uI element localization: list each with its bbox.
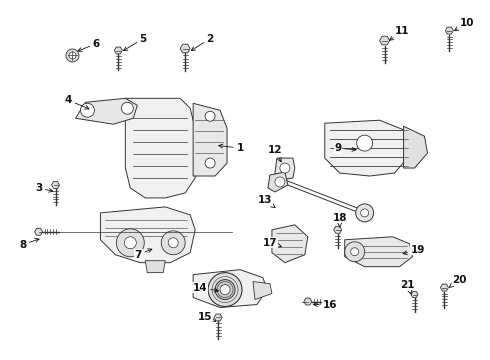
Text: 13: 13: [258, 195, 275, 208]
Polygon shape: [380, 36, 390, 45]
Text: 11: 11: [390, 26, 410, 40]
Text: 14: 14: [193, 283, 219, 293]
Text: 3: 3: [35, 183, 53, 193]
Circle shape: [220, 285, 230, 294]
Polygon shape: [404, 126, 427, 168]
Polygon shape: [125, 98, 195, 198]
Circle shape: [356, 204, 374, 222]
Circle shape: [168, 238, 178, 248]
Circle shape: [351, 248, 359, 256]
Circle shape: [124, 237, 136, 249]
Polygon shape: [35, 228, 43, 235]
Text: 1: 1: [219, 143, 244, 153]
Polygon shape: [325, 120, 408, 176]
Text: 6: 6: [78, 39, 100, 51]
Text: 9: 9: [334, 143, 356, 153]
Text: 2: 2: [191, 33, 214, 50]
Text: 17: 17: [263, 238, 281, 248]
Polygon shape: [275, 158, 295, 180]
Polygon shape: [51, 181, 59, 188]
Circle shape: [205, 111, 215, 121]
Text: 12: 12: [268, 145, 282, 162]
Circle shape: [280, 163, 290, 173]
Circle shape: [122, 102, 133, 114]
Text: 7: 7: [135, 249, 152, 260]
Circle shape: [66, 49, 79, 62]
Text: 21: 21: [400, 280, 415, 294]
Circle shape: [361, 209, 368, 217]
Circle shape: [208, 273, 242, 306]
Text: 8: 8: [19, 238, 39, 250]
Text: 4: 4: [65, 95, 89, 109]
Circle shape: [205, 158, 215, 168]
Polygon shape: [272, 225, 308, 263]
Circle shape: [161, 231, 185, 255]
Polygon shape: [441, 284, 448, 291]
Polygon shape: [268, 172, 288, 192]
Text: 19: 19: [403, 245, 425, 255]
Circle shape: [116, 229, 144, 257]
Circle shape: [69, 52, 76, 59]
Polygon shape: [253, 282, 272, 300]
Text: 15: 15: [198, 312, 216, 323]
Polygon shape: [334, 226, 342, 233]
Text: 18: 18: [333, 213, 347, 227]
Text: 16: 16: [314, 300, 337, 310]
Polygon shape: [214, 314, 222, 321]
Polygon shape: [114, 47, 122, 54]
Text: 20: 20: [449, 275, 466, 287]
Polygon shape: [100, 207, 195, 263]
Circle shape: [215, 280, 235, 300]
Circle shape: [345, 242, 365, 262]
Polygon shape: [180, 44, 190, 53]
Circle shape: [357, 135, 372, 151]
Polygon shape: [193, 270, 267, 307]
Polygon shape: [193, 103, 227, 176]
Text: 5: 5: [123, 33, 147, 50]
Text: 10: 10: [455, 18, 475, 31]
Polygon shape: [345, 237, 413, 267]
Polygon shape: [145, 261, 165, 273]
Polygon shape: [75, 98, 137, 124]
Polygon shape: [411, 292, 418, 298]
Circle shape: [80, 103, 95, 117]
Circle shape: [275, 177, 285, 187]
Polygon shape: [304, 298, 312, 305]
Polygon shape: [445, 27, 453, 34]
